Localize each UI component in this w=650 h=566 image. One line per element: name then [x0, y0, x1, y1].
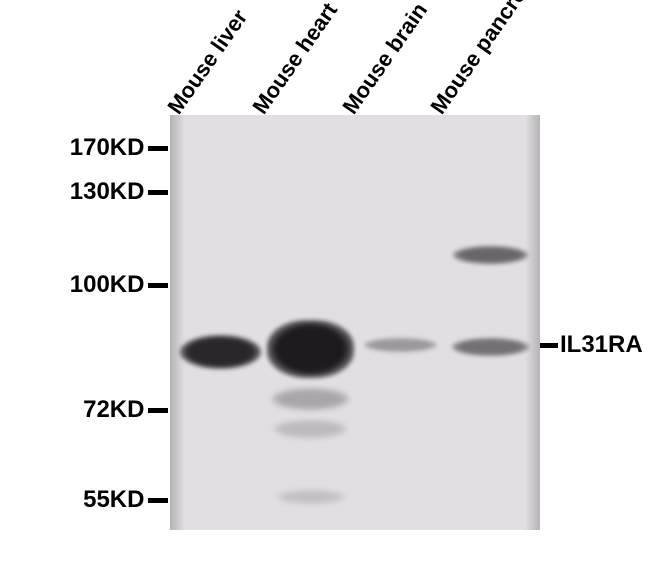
western-blot-figure: { "figure": { "type": "western-blot", "b… — [0, 0, 650, 566]
lane-label-0: Mouse liver — [162, 5, 253, 119]
band-lane3-6 — [453, 246, 528, 264]
band-lane0-0 — [180, 335, 261, 369]
mw-marker-100KD: 100KD — [0, 271, 168, 299]
blot-membrane — [170, 115, 540, 530]
band-lane1-4 — [277, 490, 345, 504]
band-lane1-3 — [274, 420, 346, 438]
band-lane3-7 — [452, 338, 529, 356]
band-lane1-2 — [272, 388, 349, 410]
band-lane1-1 — [267, 320, 354, 378]
protein-label-il31ra: IL31RA — [540, 331, 643, 359]
lane-label-2: Mouse brain — [337, 0, 433, 119]
mw-marker-130KD: 130KD — [0, 178, 168, 206]
mw-marker-72KD: 72KD — [0, 396, 168, 424]
lane-label-3: Mouse pancreas — [425, 0, 545, 119]
mw-marker-55KD: 55KD — [0, 486, 168, 514]
lane-label-1: Mouse heart — [247, 0, 343, 119]
band-lane2-5 — [364, 338, 436, 352]
mw-marker-170KD: 170KD — [0, 134, 168, 162]
